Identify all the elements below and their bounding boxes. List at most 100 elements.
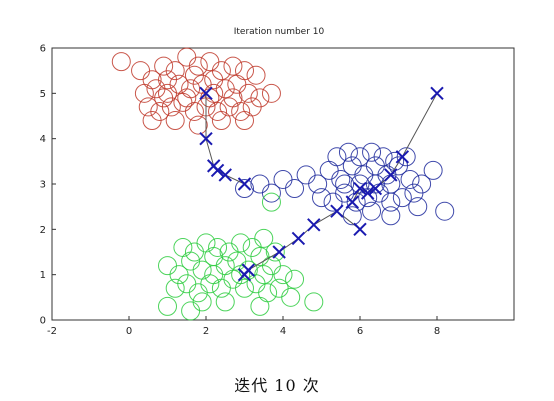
data-point-green <box>173 237 193 257</box>
data-point-red <box>238 83 258 103</box>
centroid-marker <box>291 231 306 246</box>
data-point-red <box>173 92 193 112</box>
y-tick-label: 6 <box>40 44 46 55</box>
data-point-blue <box>285 179 305 199</box>
data-point-green <box>235 278 254 298</box>
data-point-red <box>204 70 224 90</box>
centroid-marker <box>345 195 360 209</box>
data-point-red <box>200 52 220 72</box>
data-point-blue <box>235 179 254 199</box>
centroid-marker <box>307 218 321 232</box>
x-tick-label: 8 <box>434 326 440 337</box>
data-point-green <box>200 274 220 294</box>
data-point-blue <box>396 147 416 167</box>
data-point-green <box>254 228 274 248</box>
data-point-blue <box>327 147 347 167</box>
data-point-green <box>285 269 305 289</box>
data-point-red <box>211 111 231 131</box>
data-point-red <box>177 47 197 67</box>
data-point-red <box>165 111 185 131</box>
data-point-green <box>165 278 185 298</box>
data-point-blue <box>381 192 401 212</box>
x-tick-label: 2 <box>203 326 209 337</box>
data-point-red <box>169 74 189 94</box>
data-point-blue <box>392 188 412 208</box>
centroid-marker <box>353 181 367 196</box>
data-point-red <box>134 83 154 103</box>
y-tick-label: 3 <box>40 180 46 191</box>
y-tick-label: 4 <box>40 134 46 145</box>
data-point-blue <box>400 169 420 189</box>
data-point-red <box>188 115 208 135</box>
x-tick-label: 0 <box>126 326 132 337</box>
data-points <box>111 47 455 321</box>
data-point-red <box>158 70 177 90</box>
data-point-red <box>158 83 177 103</box>
data-point-red <box>138 97 158 117</box>
data-point-red <box>235 111 254 131</box>
figure-caption: 迭代 10 次 <box>234 376 320 395</box>
plot-area-frame <box>51 47 515 321</box>
data-point-green <box>231 265 251 285</box>
data-point-red <box>188 56 208 76</box>
data-point-blue <box>404 183 424 203</box>
data-point-blue <box>423 160 443 180</box>
data-point-blue <box>273 169 293 189</box>
data-point-red <box>223 56 243 76</box>
data-point-red <box>235 61 254 81</box>
centroid-x-stroke <box>218 168 232 182</box>
data-point-green <box>196 233 216 253</box>
data-point-blue <box>435 201 455 221</box>
data-point-red <box>184 101 204 121</box>
data-point-green <box>269 278 289 298</box>
centroid-paths <box>199 86 444 282</box>
centroid-marker <box>237 177 252 191</box>
data-point-green <box>304 292 324 312</box>
data-point-green <box>215 292 235 312</box>
centroid-marker <box>395 150 410 164</box>
data-point-blue <box>338 142 358 162</box>
data-point-blue <box>312 188 331 208</box>
centroid-x-stroke <box>384 168 398 182</box>
data-point-green <box>158 256 177 276</box>
centroid-x-stroke <box>360 186 375 200</box>
centroid-x-stroke <box>199 86 213 101</box>
centroid-x-stroke <box>395 150 410 164</box>
centroid-x-stroke <box>237 177 252 191</box>
data-point-red <box>111 52 131 72</box>
data-point-red <box>131 61 151 81</box>
data-point-green <box>231 233 251 253</box>
y-tick-label: 1 <box>40 270 46 281</box>
data-point-red <box>261 83 281 103</box>
data-point-green <box>181 301 201 321</box>
data-point-green <box>158 296 177 316</box>
data-point-blue <box>408 197 428 217</box>
centroid-x-stroke <box>353 181 367 196</box>
data-point-blue <box>362 201 382 221</box>
data-point-blue <box>342 206 362 226</box>
data-point-blue <box>365 174 385 194</box>
centroid-x-stroke <box>307 218 321 232</box>
data-point-blue <box>373 147 393 167</box>
data-point-green <box>281 287 301 307</box>
data-point-green <box>258 283 278 303</box>
centroid-marker <box>353 222 367 237</box>
data-point-blue <box>362 142 382 162</box>
scatter-chart: Iteration number 10 -2 0 2 4 6 8 0 1 2 3 4 5 6 <box>40 27 515 338</box>
data-point-green <box>265 242 285 262</box>
data-point-blue <box>335 174 355 194</box>
centroid-marker <box>430 86 444 101</box>
data-point-blue <box>261 183 281 203</box>
centroid-x-stroke <box>353 222 367 237</box>
data-point-blue <box>250 174 270 194</box>
centroid-marker <box>206 159 221 173</box>
centroid-x-stroke <box>368 181 383 196</box>
centroid-x-stroke <box>237 267 252 282</box>
centroid-marker <box>272 245 286 259</box>
y-tick-label: 5 <box>40 89 46 100</box>
data-point-green <box>254 265 274 285</box>
centroid-marker <box>199 86 213 101</box>
centroid-marker <box>368 181 383 196</box>
